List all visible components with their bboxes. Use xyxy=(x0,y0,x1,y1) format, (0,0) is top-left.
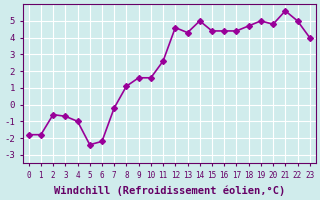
X-axis label: Windchill (Refroidissement éolien,°C): Windchill (Refroidissement éolien,°C) xyxy=(53,185,285,196)
